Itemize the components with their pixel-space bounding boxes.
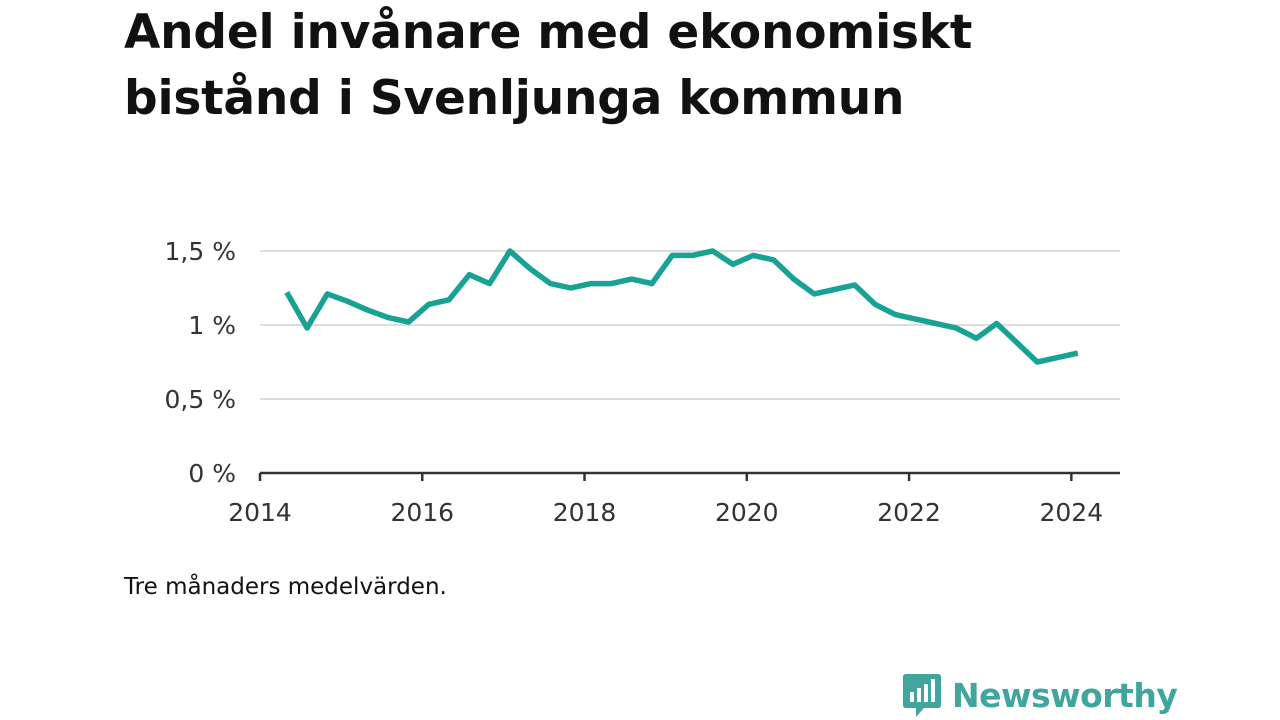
gridlines (260, 250, 1120, 400)
chart-title: Andel invånare med ekonomiskt bistånd i … (124, 5, 973, 126)
x-tick-label: 2020 (715, 498, 779, 527)
y-tick-label: 0 % (188, 459, 236, 488)
series-line (284, 248, 1079, 365)
brand-logo: Newsworthy (902, 672, 1178, 718)
line-chart: 0 % 0,5 % 1 % 1,5 % 2014 2016 2018 2020 2022 202… (165, 237, 1120, 527)
x-tick-label: 2016 (390, 498, 454, 527)
x-tick-label: 2018 (553, 498, 617, 527)
chart-note: Tre månaders medelvärden. (124, 574, 447, 600)
x-axis-ticks (258, 473, 1073, 481)
x-tick-label: 2024 (1040, 498, 1104, 527)
y-tick-label: 1,5 % (165, 237, 236, 266)
brand-name: Newsworthy (952, 675, 1178, 715)
x-tick-label: 2014 (228, 498, 292, 527)
x-tick-label: 2022 (877, 498, 941, 527)
x-axis-labels: 2014 2016 2018 2020 2022 2024 (228, 498, 1103, 527)
y-tick-label: 1 % (188, 311, 236, 340)
series-layer (284, 248, 1079, 365)
y-axis-labels: 0 % 0,5 % 1 % 1,5 % (165, 237, 236, 488)
y-tick-label: 0,5 % (165, 385, 236, 414)
newsworthy-logo-icon (903, 674, 941, 717)
